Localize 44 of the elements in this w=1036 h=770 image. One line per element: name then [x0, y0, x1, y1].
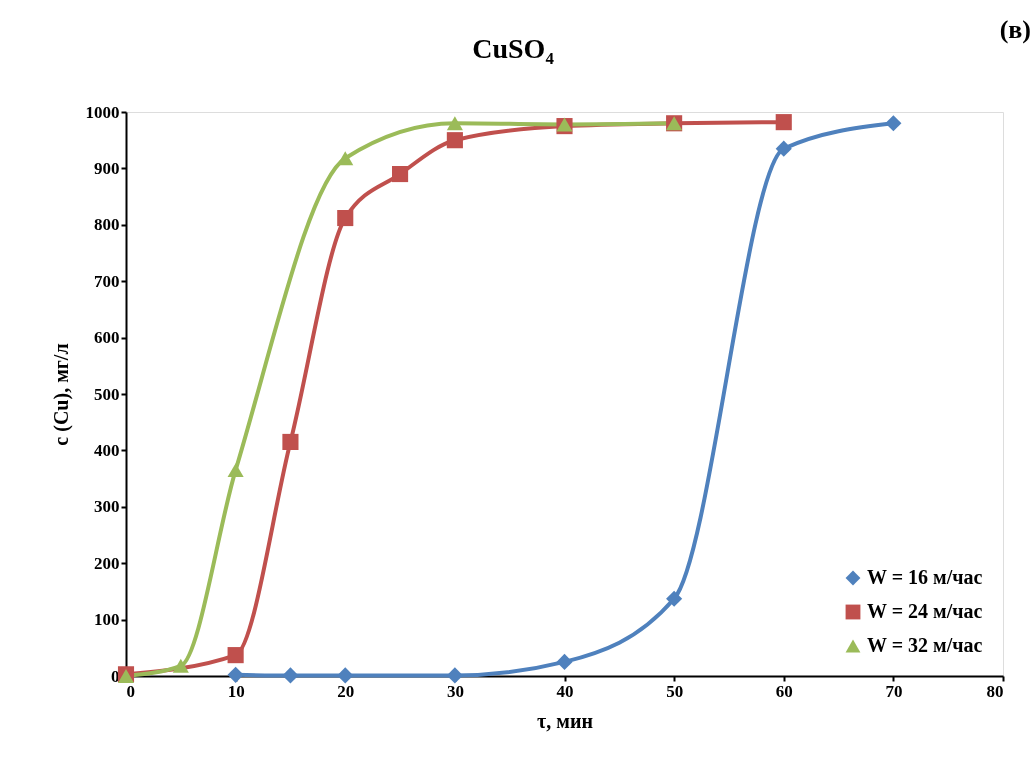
y-tick-label: 900: [94, 158, 120, 178]
x-tick-label: 50: [666, 681, 684, 701]
chart-title: CuSO₄: [472, 33, 555, 64]
point: [282, 667, 299, 684]
point: [337, 209, 354, 227]
point: [556, 653, 573, 670]
text: (в): [999, 15, 1031, 44]
point: [172, 658, 189, 673]
y-tick-label: 300: [94, 497, 120, 517]
point: [446, 116, 463, 131]
point: [337, 667, 354, 684]
x-tick-label: 20: [337, 681, 355, 701]
y-tick-label: 600: [94, 328, 120, 348]
point: [337, 151, 354, 166]
point: [775, 140, 792, 157]
point: [446, 132, 463, 149]
y-tick-label: 700: [94, 271, 120, 291]
y-tick-label: 800: [94, 215, 120, 235]
x-tick-label: 30: [446, 681, 464, 701]
point: [446, 667, 463, 684]
x-tick-label: 70: [885, 681, 903, 701]
legend-label: W = 24 м/час: [867, 600, 983, 622]
point: [227, 666, 244, 683]
y-axis-title: c (Cu), мг/л: [49, 343, 73, 446]
point: [392, 165, 409, 183]
point: [666, 590, 683, 607]
x-tick-label: 60: [775, 681, 793, 701]
legend-label: W = 16 м/час: [867, 566, 983, 588]
y-tick-label: 400: [94, 440, 120, 460]
y-tick-label: 1000: [85, 102, 120, 122]
x-tick-label: 10: [227, 681, 245, 701]
point: [282, 433, 299, 450]
y-tick-label: 500: [94, 384, 120, 404]
y-tick-label: 200: [94, 553, 120, 573]
y-tick-label: 100: [94, 610, 120, 630]
point: [775, 114, 792, 131]
x-tick-label: 80: [986, 681, 1004, 701]
point: [885, 115, 902, 132]
x-tick-label: 40: [556, 681, 574, 701]
point: [227, 463, 244, 478]
legend-label: W = 32 м/час: [867, 634, 983, 656]
x-axis-title: τ, мин: [537, 709, 593, 732]
x-tick-label: 0: [126, 681, 135, 701]
point: [227, 647, 244, 664]
